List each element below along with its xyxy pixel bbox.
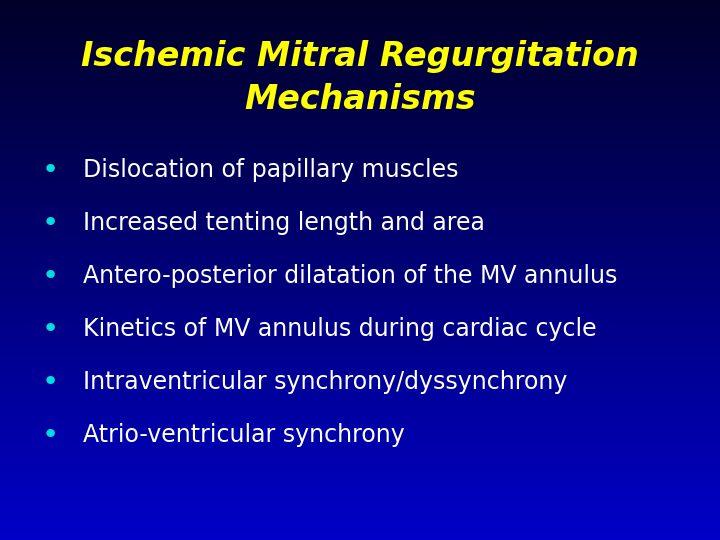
- Text: Increased tenting length and area: Increased tenting length and area: [83, 211, 485, 235]
- Text: Dislocation of papillary muscles: Dislocation of papillary muscles: [83, 158, 459, 182]
- Text: Atrio-ventricular synchrony: Atrio-ventricular synchrony: [83, 423, 405, 447]
- Text: •: •: [42, 156, 59, 184]
- Text: •: •: [42, 315, 59, 343]
- Text: •: •: [42, 421, 59, 449]
- Text: •: •: [42, 368, 59, 396]
- Text: Mechanisms: Mechanisms: [244, 83, 476, 117]
- Text: Ischemic Mitral Regurgitation: Ischemic Mitral Regurgitation: [81, 40, 639, 73]
- Text: Intraventricular synchrony/dyssynchrony: Intraventricular synchrony/dyssynchrony: [83, 370, 567, 394]
- Text: Antero-posterior dilatation of the MV annulus: Antero-posterior dilatation of the MV an…: [83, 264, 617, 288]
- Text: Kinetics of MV annulus during cardiac cycle: Kinetics of MV annulus during cardiac cy…: [83, 317, 596, 341]
- Text: •: •: [42, 262, 59, 290]
- Text: •: •: [42, 209, 59, 237]
